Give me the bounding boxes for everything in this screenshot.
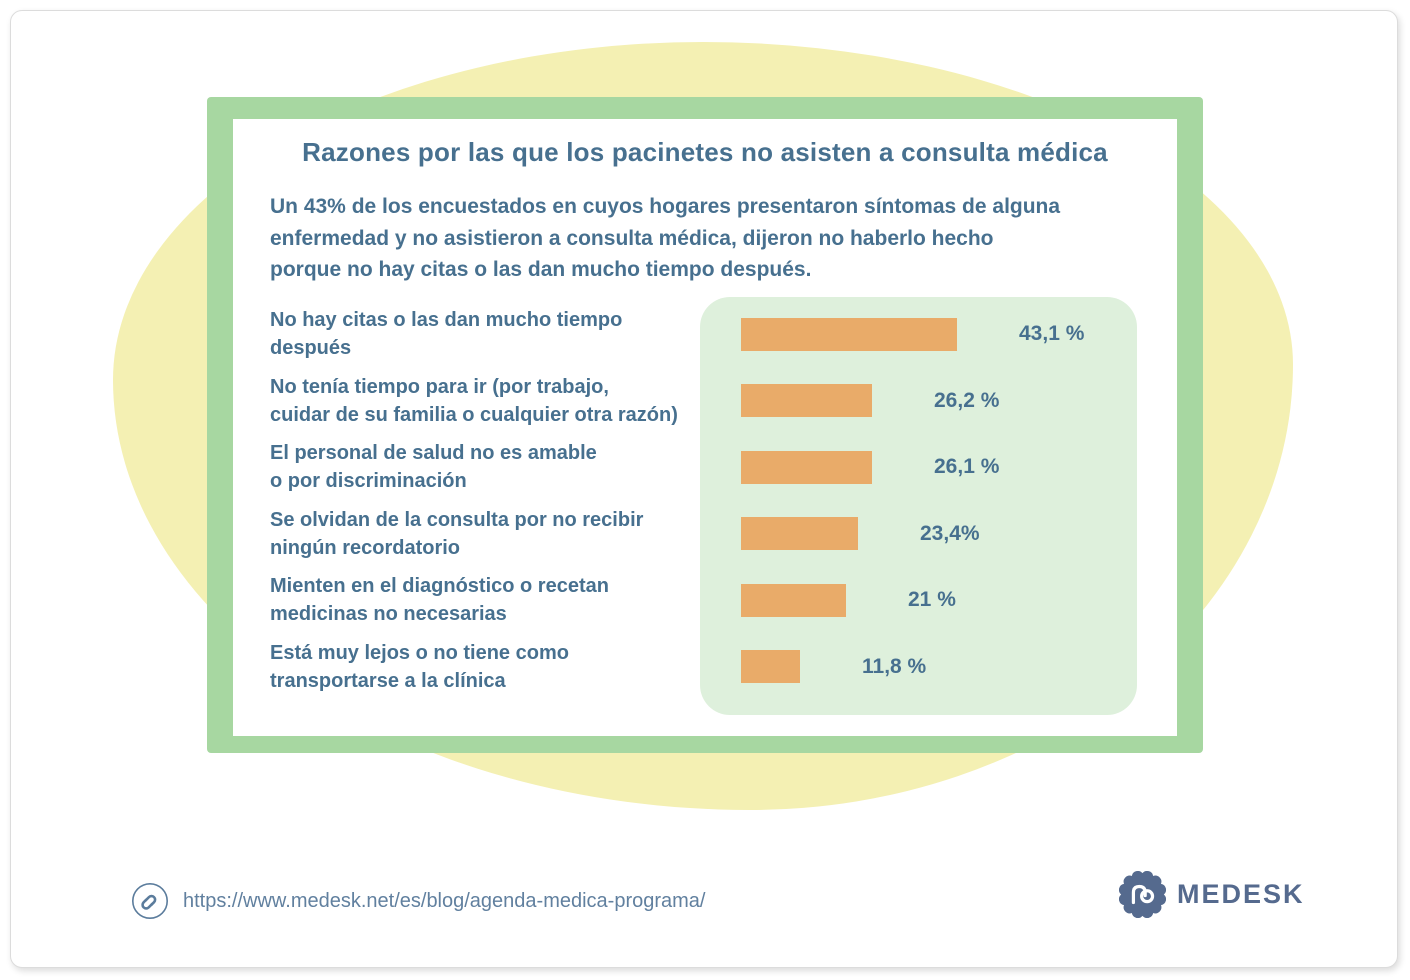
bar-label: No hay citas o las dan mucho tiempo despu…: [270, 309, 623, 360]
medesk-wordmark: MEDESK: [1177, 879, 1305, 909]
medesk-logo: MEDESK: [1119, 871, 1305, 918]
bar-value: 26,2 %: [934, 388, 1000, 412]
intro-text: Un 43% de los encuestados en cuyos hogar…: [270, 195, 1061, 281]
bar-label: No tenía tiempo para ir (por trabajo, cui…: [270, 375, 678, 426]
chart-row: No hay citas o las dan mucho tiempo despu…: [270, 301, 1170, 368]
page-title: Razones por las que los pacinetes no asi…: [302, 137, 1108, 167]
bar-label: Está muy lejos o no tiene como transporta…: [270, 641, 569, 692]
bar-value: 21 %: [908, 588, 956, 612]
bar: [741, 583, 846, 617]
bar-label: Se olvidan de la consulta por no recibir…: [270, 508, 644, 559]
medesk-badge-icon: [1119, 871, 1166, 918]
bar-chart: No hay citas o las dan mucho tiempo despu…: [270, 301, 1170, 700]
bar: [741, 450, 872, 484]
chart-row: Se olvidan de la consulta por no recibir…: [270, 501, 1170, 568]
bar: [741, 517, 858, 551]
bar-value: 11,8 %: [862, 654, 927, 678]
bar: [741, 317, 957, 351]
bar-label: Mienten en el diagnóstico o recetan medic…: [270, 575, 609, 626]
source-url[interactable]: https://www.medesk.net/es/blog/agenda-me…: [183, 889, 706, 912]
bar-label: El personal de salud no es amable o por d…: [270, 442, 597, 493]
source-link[interactable]: https://www.medesk.net/es/blog/agenda-me…: [131, 882, 706, 920]
chart-panel: [700, 297, 1137, 715]
chart-row: El personal de salud no es amable o por d…: [270, 434, 1170, 501]
chart-row: Mienten en el diagnóstico o recetan medic…: [270, 567, 1170, 634]
bar: [741, 384, 872, 418]
chart-row: Está muy lejos o no tiene como transporta…: [270, 634, 1170, 701]
chart-row: No tenía tiempo para ir (por trabajo, cui…: [270, 368, 1170, 435]
chain-link-icon: [131, 882, 169, 920]
bar-value: 43,1 %: [1019, 322, 1085, 346]
bar: [741, 650, 800, 684]
bar-value: 26,1 %: [934, 455, 1000, 479]
bar-value: 23,4%: [920, 521, 980, 545]
